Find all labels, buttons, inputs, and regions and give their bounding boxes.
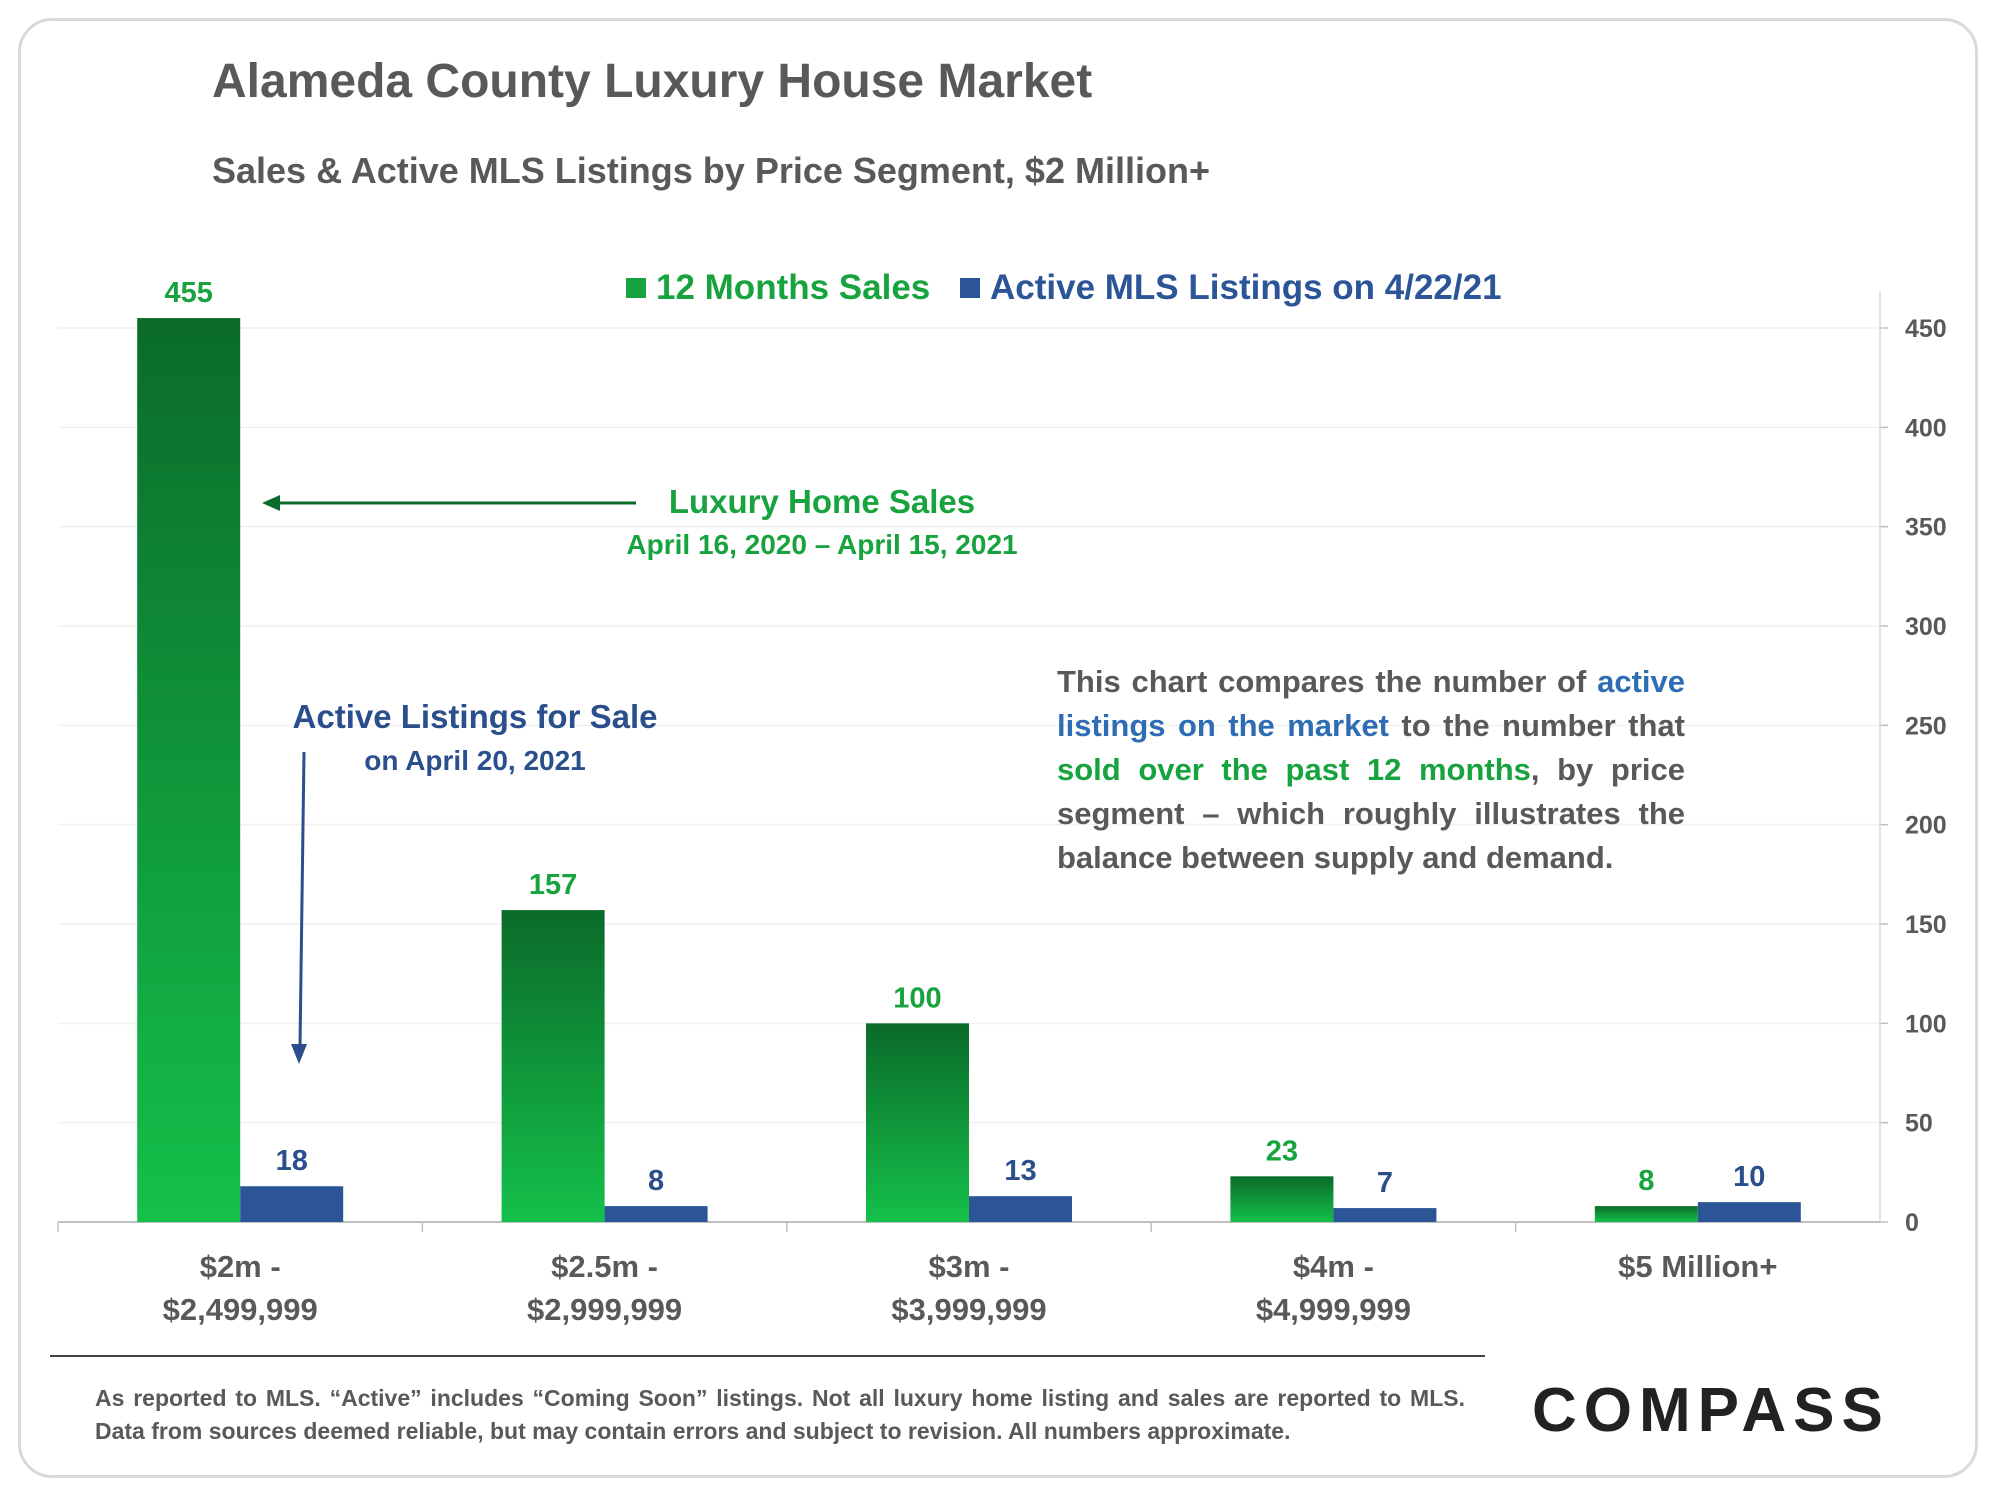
explanation-text-2: to the number that (1388, 708, 1685, 743)
explanation-text-1: This chart compares the number of (1057, 664, 1598, 699)
chart-subtitle: Sales & Active MLS Listings by Price Seg… (212, 150, 1210, 191)
y-tick-label: 450 (1905, 315, 1947, 343)
y-tick-label: 250 (1905, 712, 1947, 740)
y-tick-label: 300 (1905, 613, 1947, 641)
listings-value-label: 10 (1733, 1161, 1765, 1193)
sales-bar (501, 910, 605, 1222)
footnote: As reported to MLS. “Active” includes “C… (95, 1385, 1465, 1444)
legend: 12 Months Sales Active MLS Listings on 4/… (626, 268, 1502, 307)
compass-logo: COMPASS (1532, 1376, 1890, 1445)
annotation-sales-title: Luxury Home Sales (669, 483, 975, 520)
y-tick-label: 350 (1905, 514, 1947, 542)
listings-value-label: 7 (1377, 1167, 1393, 1199)
y-tick-label: 200 (1905, 812, 1947, 840)
sales-value-label: 157 (529, 869, 577, 901)
listings-bar (604, 1206, 708, 1222)
chart-title: Alameda County Luxury House Market (212, 55, 1093, 108)
legend-swatch-listings (960, 278, 980, 298)
bars (137, 318, 1801, 1223)
sales-value-label: 455 (165, 277, 213, 309)
explanation-active-listings: active listings on the market (1057, 664, 1685, 743)
legend-label-sales: 12 Months Sales (656, 268, 930, 307)
gridlines (58, 327, 1880, 1124)
x-category-label: $2.5m - (551, 1249, 658, 1284)
annotation-listings-arrow (298, 751, 306, 1047)
x-category-label: $3m - (929, 1249, 1010, 1284)
legend-swatch-sales (626, 278, 646, 298)
chart-card (18, 18, 1978, 1478)
listings-bar (240, 1186, 344, 1222)
y-tick-label: 50 (1905, 1110, 1933, 1138)
y-tick-label: 400 (1905, 414, 1947, 442)
x-category-label: $2,999,999 (527, 1292, 682, 1327)
x-category-label: $4m - (1293, 1249, 1374, 1284)
x-category-label: $2,499,999 (163, 1292, 318, 1327)
labels: 0 50 100 150 200 250 300 350 400 450 455 18 $2m - $2,… (163, 277, 1947, 1327)
listings-bar (1697, 1202, 1801, 1222)
listings-value-label: 8 (648, 1165, 664, 1197)
sales-value-label: 23 (1266, 1135, 1298, 1167)
footer-divider (50, 1355, 1485, 1357)
listings-value-label: 18 (276, 1145, 308, 1177)
explanation-sold: sold over the past 12 months (1057, 752, 1531, 787)
x-category-label: $2m - (200, 1249, 281, 1284)
annotation-sales-arrowhead (262, 495, 280, 511)
y-tick-label: 0 (1905, 1209, 1919, 1237)
x-category-label: $3,999,999 (891, 1292, 1046, 1327)
sales-bar (1230, 1176, 1334, 1222)
sales-value-label: 100 (893, 982, 941, 1014)
x-category-label: $5 Million+ (1618, 1249, 1777, 1284)
annotation-listings-subtitle: on April 20, 2021 (364, 745, 586, 776)
legend-label-listings: Active MLS Listings on 4/22/21 (990, 268, 1502, 307)
y-tick-label: 150 (1905, 911, 1947, 939)
sales-bar (137, 318, 241, 1223)
x-category-label: $4,999,999 (1256, 1292, 1411, 1327)
listings-value-label: 13 (1004, 1155, 1036, 1187)
annotation-listings-title: Active Listings for Sale (293, 698, 658, 735)
sales-bar (866, 1023, 969, 1222)
sales-value-label: 8 (1638, 1165, 1654, 1197)
annotations: Luxury Home Sales April 16, 2020 – April … (262, 483, 1018, 1064)
sales-bar (1594, 1206, 1698, 1222)
explanation-text-3: , by price segment – which roughly illus… (1057, 752, 1686, 875)
y-tick-label: 100 (1905, 1010, 1947, 1038)
listings-bar (1333, 1208, 1437, 1222)
annotation-sales-subtitle: April 16, 2020 – April 15, 2021 (626, 529, 1017, 560)
listings-bar (969, 1196, 1072, 1222)
chart-explanation: This chart compares the number of active… (1057, 660, 1685, 880)
annotation-listings-arrowhead (291, 1044, 307, 1064)
